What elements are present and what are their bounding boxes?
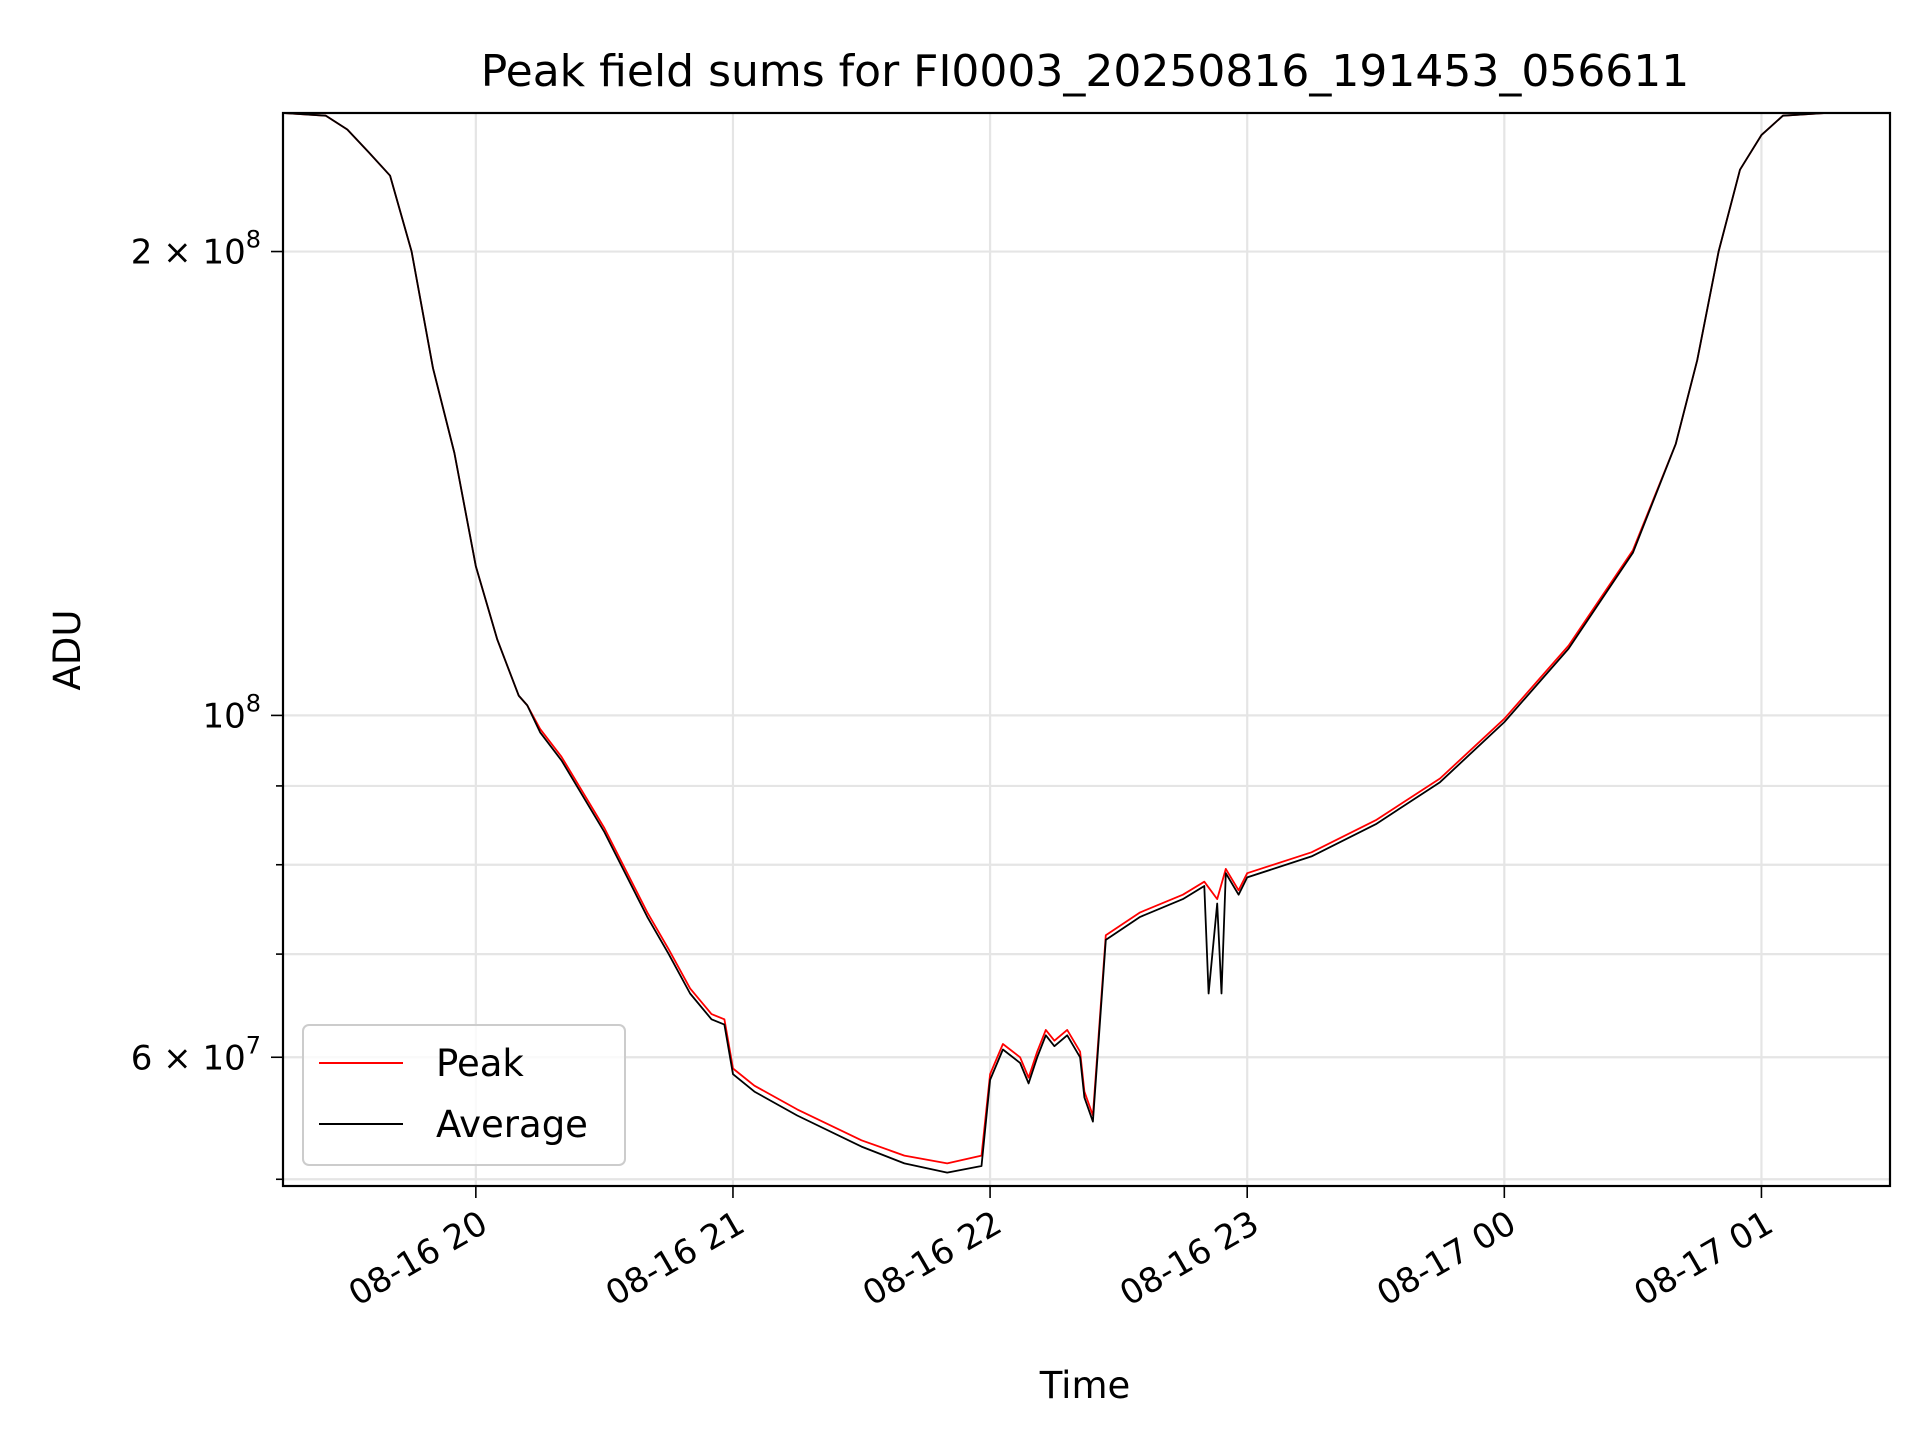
series-lines — [282, 112, 1890, 1174]
x-axis-label: Time — [1039, 1364, 1131, 1407]
y-tick-label: 2 × 108 — [131, 226, 261, 273]
legend-label-peak: Peak — [436, 1042, 524, 1085]
y-tick-label: 6 × 107 — [131, 1031, 261, 1078]
chart-title: Peak field sums for FI0003_20250816_1914… — [481, 46, 1690, 97]
plot-area-frame — [281, 111, 1892, 1188]
y-axis-label: ADU — [46, 610, 89, 691]
legend-label-average: Average — [436, 1103, 588, 1146]
legend: Peak Average — [302, 1024, 626, 1166]
y-tick-label: 108 — [202, 689, 261, 736]
legend-box — [302, 1024, 626, 1166]
series-line-average — [282, 112, 1890, 1174]
